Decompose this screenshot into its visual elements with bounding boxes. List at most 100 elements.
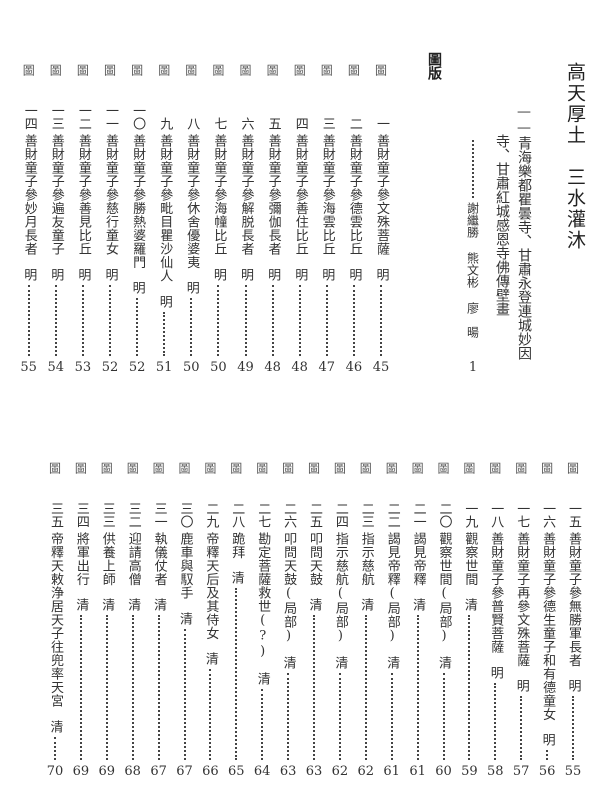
figure-label: 圖 bbox=[151, 462, 166, 474]
plate-entry: 圖二六 叩問天鼓(局部) 清 63 bbox=[278, 462, 298, 780]
plate-number: 一四 bbox=[21, 104, 37, 130]
leader-dots bbox=[261, 688, 264, 760]
plate-page: 52 bbox=[128, 360, 146, 375]
plate-page: 65 bbox=[228, 764, 245, 779]
plate-page: 68 bbox=[124, 764, 141, 779]
plate-title: 觀察世間 bbox=[462, 532, 478, 586]
figure-label: 圖 bbox=[358, 462, 373, 474]
book-title: 高天厚土 三水灌沐 bbox=[564, 62, 586, 251]
plate-dynasty: 清 bbox=[410, 598, 426, 611]
plate-number: 三 bbox=[319, 117, 335, 130]
figure-label: 圖 bbox=[346, 64, 361, 76]
plate-title: 謁見帝釋 bbox=[410, 532, 426, 586]
plate-page: 55 bbox=[20, 360, 37, 375]
plate-title: 善財童子再參文殊菩薩 bbox=[514, 532, 530, 667]
plate-number: 一二 bbox=[75, 104, 91, 130]
plate-entry: 圖二善財童子參德雲比丘明 46 bbox=[344, 64, 364, 376]
plate-entry: 圖三一 執儀仗者清 67 bbox=[149, 462, 169, 780]
figure-label: 圖 bbox=[254, 462, 269, 474]
plate-page: 69 bbox=[72, 764, 90, 779]
figure-label: 圖 bbox=[183, 64, 198, 76]
figure-label: 圖 bbox=[487, 462, 502, 474]
plate-page: 50 bbox=[183, 360, 200, 375]
plate-dynasty: 清 bbox=[436, 656, 451, 669]
figure-label: 圖 bbox=[319, 64, 334, 76]
leader-dots bbox=[338, 673, 341, 760]
plate-entry: 圖二二 謁見帝釋(局部) 清 61 bbox=[382, 462, 402, 780]
figure-label: 圖 bbox=[565, 462, 580, 474]
figure-label: 圖 bbox=[21, 64, 36, 76]
figure-label: 圖 bbox=[384, 462, 399, 474]
plate-title: 指示慈航(局部) bbox=[332, 532, 348, 644]
plate-page: 48 bbox=[264, 360, 281, 375]
plate-number: 三三 bbox=[99, 502, 115, 528]
plate-title: 善財童子參無勝軍長者 bbox=[566, 532, 581, 667]
plate-title: 帝釋天后及其侍女 bbox=[203, 532, 219, 640]
plate-page: 69 bbox=[98, 764, 116, 779]
leader-dots bbox=[271, 284, 274, 356]
leader-dots bbox=[136, 298, 139, 356]
leader-dots bbox=[287, 673, 290, 760]
plate-number: 二三 bbox=[358, 502, 374, 528]
plate-dynasty: 清 bbox=[202, 652, 218, 665]
leader-dots bbox=[546, 750, 549, 760]
leader-dots bbox=[468, 615, 471, 760]
plate-number: 二九 bbox=[203, 502, 219, 528]
plate-page: 61 bbox=[383, 764, 400, 779]
figure-label: 圖 bbox=[210, 64, 225, 76]
plate-number: 二七 bbox=[255, 502, 271, 528]
plate-dynasty: 清 bbox=[306, 598, 322, 611]
plate-entry: 圖三二 迎請高僧清 68 bbox=[123, 462, 143, 780]
plate-dynasty: 清 bbox=[461, 598, 477, 611]
leader-dots bbox=[27, 284, 30, 356]
plate-number: 六 bbox=[238, 117, 254, 130]
plate-page: 67 bbox=[176, 764, 193, 779]
plate-dynasty: 清 bbox=[228, 571, 244, 584]
plate-entry: 圖一善財童子參文殊菩薩明 45 bbox=[371, 64, 391, 376]
plate-entry: 圖二五 叩問天鼓清 63 bbox=[304, 462, 324, 780]
leader-dots bbox=[109, 284, 111, 356]
plate-page: 63 bbox=[279, 764, 297, 779]
plate-entry: 圖六善財童子參解脱長者明 49 bbox=[236, 64, 256, 376]
plate-number: 一九 bbox=[462, 502, 478, 528]
leader-dots bbox=[81, 284, 84, 356]
plate-entry: 圖一七 善財童子再參文殊菩薩明 57 bbox=[511, 462, 531, 780]
leader-dots bbox=[54, 736, 56, 760]
leader-dots bbox=[235, 588, 238, 760]
plate-title: 善財童子參休舍優婆夷 bbox=[184, 134, 200, 269]
plate-dynasty: 明 bbox=[210, 267, 226, 281]
figure-label: 圖 bbox=[125, 462, 140, 474]
plate-number: 一一 bbox=[103, 104, 118, 130]
plate-entry: 圖二〇 觀察世間(局部) 清 60 bbox=[434, 462, 454, 780]
plate-page: 67 bbox=[150, 764, 167, 779]
plate-number: 二〇 bbox=[436, 502, 452, 528]
leader-dots bbox=[54, 284, 57, 356]
plate-page: 58 bbox=[487, 764, 504, 779]
plate-number: 三〇 bbox=[177, 502, 193, 528]
plate-number: 二六 bbox=[281, 502, 297, 528]
plate-entry: 圖二八 跪拜清 65 bbox=[226, 462, 246, 780]
figure-label: 圖 bbox=[99, 462, 114, 474]
plate-dynasty: 清 bbox=[177, 611, 192, 625]
plate-number: 一八 bbox=[488, 502, 504, 528]
plate-number: 一〇 bbox=[130, 104, 146, 130]
author: 熊文彬 bbox=[465, 252, 480, 288]
leader-dots bbox=[163, 311, 166, 356]
plate-title: 叩問天鼓(局部) bbox=[281, 532, 297, 644]
plate-number: 三一 bbox=[151, 502, 167, 528]
plate-dynasty: 清 bbox=[47, 719, 63, 733]
plate-dynasty: 明 bbox=[487, 665, 503, 679]
plate-dynasty: 明 bbox=[292, 267, 308, 281]
plate-number: 二五 bbox=[307, 502, 322, 528]
plate-page: 64 bbox=[253, 764, 271, 779]
figure-label: 圖 bbox=[265, 64, 280, 76]
plate-entry: 圖一〇 善財童子參勝熱婆羅門明 52 bbox=[127, 64, 147, 376]
plate-page: 50 bbox=[210, 360, 227, 375]
author: 廖 暘 bbox=[465, 302, 480, 338]
plate-dynasty: 明 bbox=[265, 267, 281, 281]
plate-number: 一三 bbox=[48, 104, 64, 130]
leader-dots bbox=[105, 615, 108, 760]
plate-entry: 圖二七 勘定菩薩救世(?) 清 64 bbox=[252, 462, 272, 780]
plate-page: 62 bbox=[357, 764, 375, 779]
leader-dots bbox=[190, 298, 193, 356]
